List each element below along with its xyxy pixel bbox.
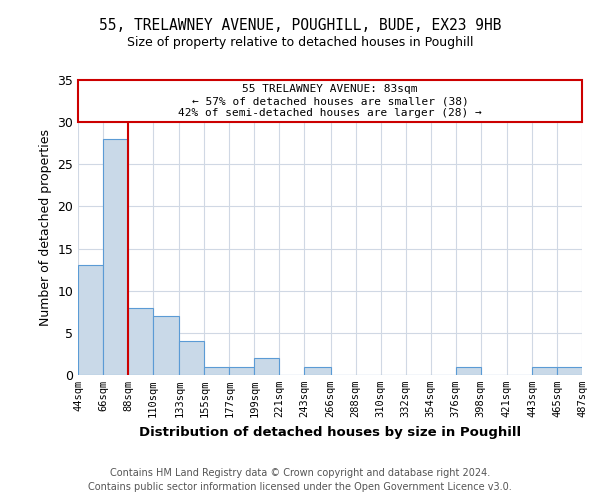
Bar <box>254 358 280 375</box>
Bar <box>532 366 557 375</box>
Bar <box>128 308 153 375</box>
Bar <box>229 366 254 375</box>
Bar <box>153 316 179 375</box>
Bar <box>179 342 204 375</box>
Text: 55, TRELAWNEY AVENUE, POUGHILL, BUDE, EX23 9HB: 55, TRELAWNEY AVENUE, POUGHILL, BUDE, EX… <box>99 18 501 32</box>
FancyBboxPatch shape <box>78 80 582 122</box>
Y-axis label: Number of detached properties: Number of detached properties <box>39 129 52 326</box>
Text: 55 TRELAWNEY AVENUE: 83sqm: 55 TRELAWNEY AVENUE: 83sqm <box>242 84 418 94</box>
Text: ← 57% of detached houses are smaller (38): ← 57% of detached houses are smaller (38… <box>191 96 469 106</box>
X-axis label: Distribution of detached houses by size in Poughill: Distribution of detached houses by size … <box>139 426 521 438</box>
Bar <box>304 366 331 375</box>
Bar <box>78 266 103 375</box>
Bar <box>103 139 128 375</box>
Text: Size of property relative to detached houses in Poughill: Size of property relative to detached ho… <box>127 36 473 49</box>
Bar <box>456 366 481 375</box>
Text: Contains HM Land Registry data © Crown copyright and database right 2024.
Contai: Contains HM Land Registry data © Crown c… <box>88 468 512 492</box>
Bar <box>204 366 229 375</box>
Bar <box>557 366 582 375</box>
Text: 42% of semi-detached houses are larger (28) →: 42% of semi-detached houses are larger (… <box>178 108 482 118</box>
